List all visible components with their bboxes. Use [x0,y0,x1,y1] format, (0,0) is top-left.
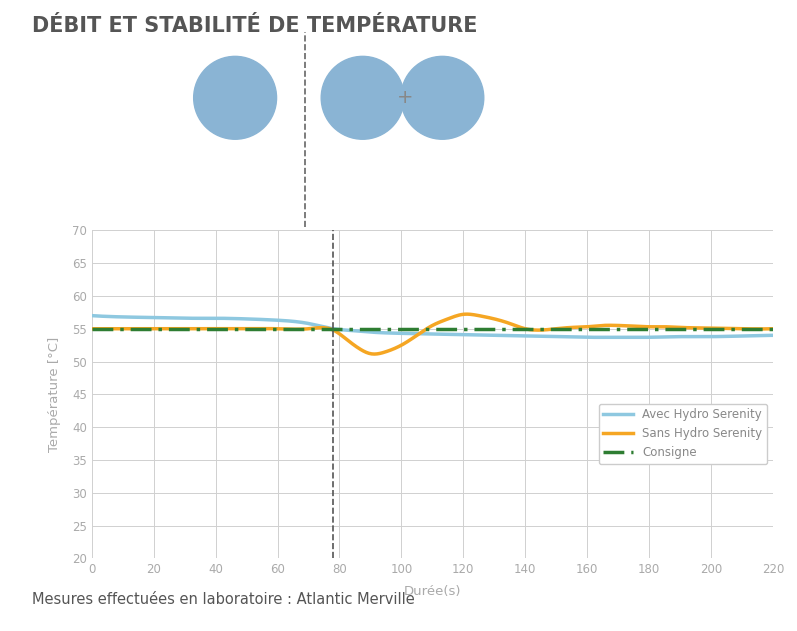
Legend: Avec Hydro Serenity, Sans Hydro Serenity, Consigne: Avec Hydro Serenity, Sans Hydro Serenity… [599,404,768,464]
Text: Mesures effectuées en laboratoire : Atlantic Merville: Mesures effectuées en laboratoire : Atla… [32,592,414,607]
Text: DÉBIT ET STABILITÉ DE TEMPÉRATURE: DÉBIT ET STABILITÉ DE TEMPÉRATURE [32,16,477,36]
X-axis label: Durée(s): Durée(s) [403,585,461,598]
Y-axis label: Température [°C]: Température [°C] [48,337,61,452]
Text: +: + [397,88,413,107]
Polygon shape [411,93,473,117]
